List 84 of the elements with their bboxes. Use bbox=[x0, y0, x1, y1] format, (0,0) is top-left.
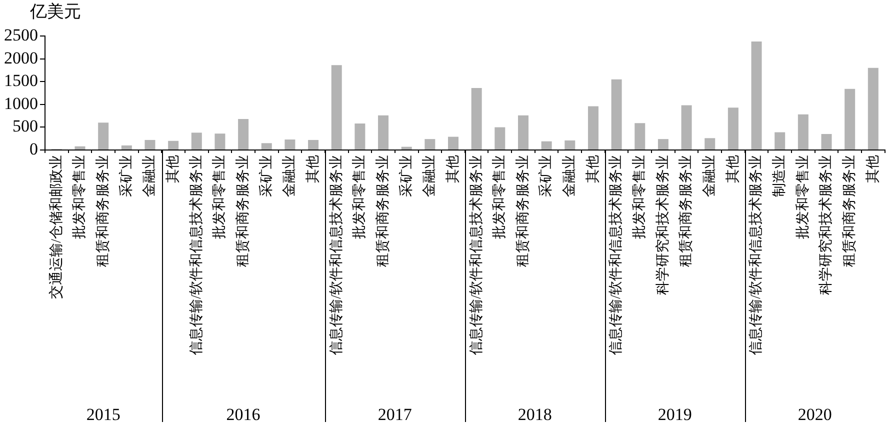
x-tick-label: 批发和零售业 bbox=[492, 155, 508, 239]
text: 2017 bbox=[378, 404, 412, 424]
bar bbox=[354, 124, 366, 150]
x-tick-label: 其他 bbox=[164, 155, 181, 183]
x-tick-label: 交通运输/仓储和邮政业 bbox=[48, 155, 64, 299]
bar bbox=[658, 139, 668, 150]
x-tick-label: 信息传输/软件和信息技术服务业 bbox=[748, 155, 764, 355]
text: 2018 bbox=[518, 404, 552, 424]
bar bbox=[121, 145, 132, 150]
x-tick-label: 租赁和商务服务业 bbox=[234, 155, 251, 267]
bar bbox=[728, 108, 738, 150]
x-tick-label: 其他 bbox=[864, 155, 881, 183]
bar bbox=[98, 122, 109, 150]
x-tick-label: 其他 bbox=[304, 155, 321, 183]
bar bbox=[494, 127, 506, 150]
x-tick-label: 其他 bbox=[444, 155, 461, 183]
x-tick-label: 租赁和商务服务业 bbox=[514, 155, 531, 267]
x-tick-label: 其他 bbox=[724, 155, 741, 183]
bar bbox=[564, 140, 576, 150]
bar bbox=[821, 134, 832, 150]
bar bbox=[144, 140, 156, 150]
x-tick-label: 租赁和商务服务业 bbox=[842, 155, 858, 267]
text: 2020 bbox=[798, 404, 832, 424]
y-tick-label: 1500 bbox=[4, 71, 38, 90]
x-tick-label: 信息传输/软件和信息技术服务业 bbox=[188, 155, 204, 355]
text: 2016 bbox=[226, 404, 260, 424]
bar bbox=[261, 143, 272, 150]
x-tick-label: 金融业 bbox=[142, 155, 158, 197]
bar bbox=[844, 88, 856, 150]
bar bbox=[798, 114, 808, 150]
x-tick-label: 信息传输/软件和信息技术服务业 bbox=[328, 155, 344, 355]
y-tick-label: 2500 bbox=[4, 25, 38, 44]
bar bbox=[541, 141, 552, 150]
x-tick-label: 租赁和商务服务业 bbox=[678, 155, 694, 267]
bar bbox=[238, 118, 249, 150]
y-tick-label: 500 bbox=[12, 116, 38, 136]
x-tick-label: 批发和零售业 bbox=[212, 155, 228, 239]
x-tick-label: 批发和零售业 bbox=[72, 155, 88, 239]
bar bbox=[424, 139, 436, 150]
x-tick-label: 批发和零售业 bbox=[352, 155, 368, 239]
bar bbox=[751, 41, 762, 150]
bar bbox=[611, 79, 622, 150]
bar bbox=[74, 146, 86, 150]
bar bbox=[448, 136, 459, 150]
x-tick-label: 批发和零售业 bbox=[632, 155, 648, 239]
bar bbox=[284, 140, 296, 150]
y-axis-title: 亿美元 bbox=[29, 2, 81, 21]
y-tick-label: 0 bbox=[30, 139, 38, 158]
bar bbox=[681, 105, 692, 150]
x-tick-label: 金融业 bbox=[282, 155, 298, 197]
bar bbox=[308, 140, 319, 150]
x-tick-label: 科学研究和技术服务业 bbox=[818, 155, 834, 295]
x-tick-label: 采矿业 bbox=[258, 155, 274, 197]
x-tick-label: 信息传输/软件和信息技术服务业 bbox=[468, 155, 484, 355]
bar bbox=[191, 132, 202, 150]
bar bbox=[471, 88, 482, 150]
bar bbox=[168, 140, 179, 150]
x-tick-label: 金融业 bbox=[422, 155, 438, 197]
x-tick-label: 信息传输/软件和信息技术服务业 bbox=[608, 155, 624, 355]
bar bbox=[868, 68, 878, 150]
bar bbox=[774, 132, 786, 150]
bar bbox=[331, 65, 342, 150]
text: 2019 bbox=[658, 404, 692, 424]
bar bbox=[214, 134, 226, 150]
x-tick-label: 科学研究和技术服务业 bbox=[654, 155, 671, 295]
bar bbox=[378, 115, 389, 150]
bar bbox=[401, 146, 412, 150]
x-tick-label: 其他 bbox=[584, 155, 601, 183]
text: 2015 bbox=[86, 404, 120, 424]
x-tick-label: 租赁和商务服务业 bbox=[94, 155, 111, 267]
x-tick-label: 批发和零售业 bbox=[794, 155, 811, 239]
bar bbox=[588, 106, 598, 150]
x-tick-label: 金融业 bbox=[702, 155, 718, 197]
x-tick-label: 采矿业 bbox=[398, 155, 414, 197]
x-tick-label: 租赁和商务服务业 bbox=[374, 155, 391, 267]
x-tick-label: 采矿业 bbox=[538, 155, 554, 197]
x-tick-label: 制造业 bbox=[772, 155, 788, 197]
y-tick-label: 1000 bbox=[4, 94, 38, 113]
x-tick-label: 采矿业 bbox=[118, 155, 134, 197]
bar bbox=[518, 115, 528, 150]
x-tick-label: 金融业 bbox=[562, 155, 578, 197]
bar bbox=[634, 123, 646, 150]
y-tick-label: 2000 bbox=[4, 48, 38, 68]
bar bbox=[704, 138, 716, 150]
